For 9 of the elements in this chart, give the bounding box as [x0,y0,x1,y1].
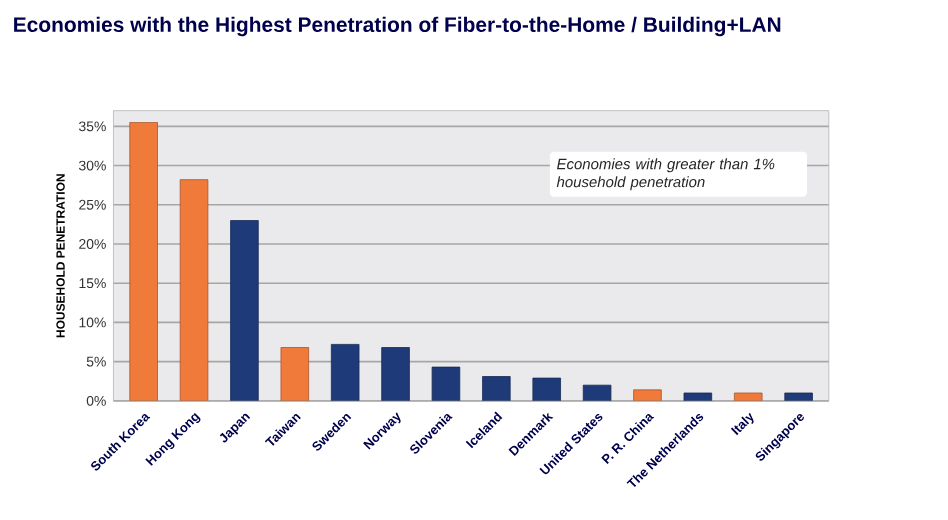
bar [482,376,511,401]
chart-title: Economies with the Highest Penetration of Fiber-to-the-Home / Building+LAN [14,16,781,37]
bar [633,389,662,401]
bar [129,122,158,401]
bar [381,347,410,401]
bar [230,220,259,401]
bar [784,392,813,401]
bar [280,347,310,401]
bar [582,384,612,401]
